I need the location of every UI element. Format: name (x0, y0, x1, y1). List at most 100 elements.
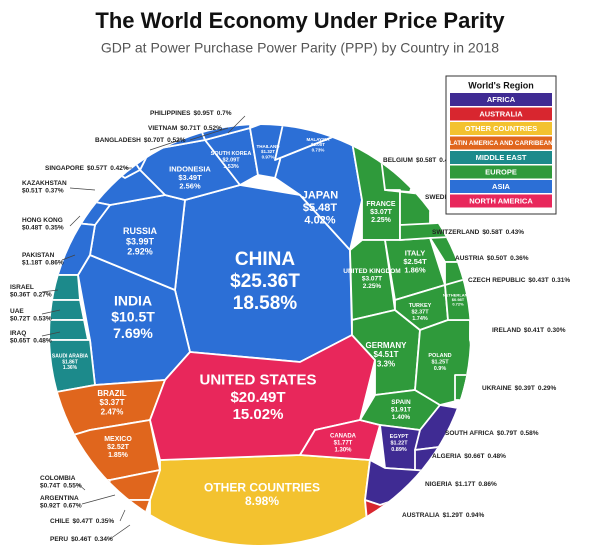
cell-gdp: $10.5T (111, 309, 155, 325)
country-cell (469, 319, 470, 341)
label-name: SWEDEN (425, 194, 454, 201)
legend-swatch (450, 122, 552, 135)
label-gdp: $0.58T (416, 157, 436, 164)
cell-name: OTHER COUNTRIES (204, 480, 320, 494)
label-gdp: $1.17T (455, 481, 475, 488)
country-label: HONG KONG $0.48T 0.35% (22, 217, 64, 232)
country-label: SINGAPORE $0.57T 0.42% (45, 165, 129, 172)
label-name: ARGENTINA (40, 495, 79, 502)
country-label: CHILE $0.47T 0.35% (50, 518, 114, 525)
label-share: 0.48% (33, 337, 52, 344)
title: The World Economy Under Price Parity (95, 8, 505, 33)
label-share: 0.29% (538, 385, 557, 392)
label-gdp: $0.36T (10, 291, 30, 298)
label-name: PAKISTAN (22, 252, 55, 259)
leader-line (41, 289, 59, 293)
legend-label: MIDDLE EAST (476, 153, 527, 162)
country-label: UAE $0.72T 0.53% (10, 308, 52, 323)
label-share: 0.86% (478, 481, 497, 488)
label-gdp: $0.51T (22, 187, 42, 194)
label-share: 0.67% (63, 502, 82, 509)
legend-label: EUROPE (485, 167, 517, 176)
legend: World's Region AFRICA AUSTRALIA OTHER COUN… (445, 75, 557, 215)
labels: OTHER COUNTRIES8.98%CHINA$25.36T18.58%IN… (10, 110, 570, 543)
cell-share: 1.86% (404, 266, 426, 275)
label-gdp: $0.47T (73, 518, 93, 525)
label-gdp: $0.74T (40, 482, 60, 489)
country-cell (384, 237, 446, 301)
label-share: 0.86% (45, 259, 64, 266)
label-gdp: $0.57T (87, 165, 107, 172)
label-share: 0.55% (63, 482, 82, 489)
cell-name: MEXICO (104, 436, 132, 443)
cell-gdp: $1.77T (334, 441, 353, 447)
cell-gdp: $2.37T (411, 309, 429, 315)
leader-line (41, 309, 61, 315)
cell-share: 7.69% (113, 325, 153, 341)
leader-line (69, 187, 96, 191)
cell-share: 0.73% (312, 147, 325, 152)
label-gdp: $0.71T (180, 125, 200, 132)
label-name: ISRAEL (10, 284, 34, 291)
label-gdp: $0.65T (10, 337, 30, 344)
cell-share: 18.58% (233, 293, 298, 314)
legend-swatch (450, 93, 552, 106)
cell-share: 4.02% (304, 215, 335, 227)
cell-gdp: $1.91T (391, 407, 411, 414)
label-name: ALGERIA (432, 453, 462, 460)
cell-share: 1.30% (334, 447, 352, 453)
cell-gdp: $20.49T (230, 389, 285, 406)
leader-line (61, 254, 76, 261)
cell-name: RUSSIA (123, 226, 158, 236)
label-name: UAE (10, 308, 24, 315)
label-name: BELGIUM (383, 157, 413, 164)
label-name: IRELAND (492, 327, 521, 334)
country-label: IRAQ $0.65T 0.48% (10, 330, 52, 345)
label-gdp: $0.72T (10, 315, 30, 322)
label-name: AUSTRIA (455, 255, 484, 262)
label-share: 0.37% (45, 187, 64, 194)
leader-line (119, 509, 126, 522)
country-cell (249, 125, 286, 179)
leader-line (41, 331, 61, 337)
cell-share: 0.89% (391, 447, 407, 453)
label-gdp: $1.29T (443, 512, 463, 519)
cell-share: 3.3% (377, 359, 395, 368)
country-label: ISRAEL $0.36T 0.27% (10, 284, 52, 299)
cell-share: 1.85% (108, 452, 129, 459)
country-label: AUSTRALIA $1.29T 0.94% (402, 512, 484, 519)
cell-name: MALAYSIA (306, 137, 330, 142)
legend-label: NORTH AMERICA (469, 196, 533, 205)
legend-swatch (450, 180, 552, 193)
country-label: BANGLADESH $0.70T 0.52% (95, 137, 186, 144)
cell-name: GERMANY (366, 341, 408, 350)
cell-name: EGYPT (390, 434, 409, 440)
label-share: 0.34% (94, 536, 113, 543)
label-name: HONG KONG (22, 217, 63, 224)
cell-gdp: $3.07T (362, 276, 382, 283)
label-gdp: $0.66T (464, 453, 484, 460)
cell-share: 2.92% (127, 247, 153, 257)
cell-name: SOUTH KOREA (211, 151, 252, 157)
cell-gdp: $5.48T (303, 202, 338, 214)
country-label: UKRAINE $0.39T 0.29% (482, 385, 557, 392)
cell-name: CANADA (330, 434, 357, 440)
cell-gdp: $3.49T (178, 173, 202, 182)
label-gdp: $0.92T (40, 502, 60, 509)
country-label: SOUTH AFRICA $0.79T 0.58% (445, 430, 539, 437)
leader-line (69, 215, 81, 227)
cell-name: JAPAN (302, 189, 339, 201)
cell-name: TURKEY (409, 303, 432, 309)
label-gdp: $0.70T (144, 137, 164, 144)
label-name: KAZAKHSTAN (22, 180, 67, 187)
cell-share: 2.56% (179, 182, 201, 191)
legend-label: LATIN AMERICA AND CARRIBEAN (449, 140, 553, 147)
cell-gdp: $25.36T (230, 271, 300, 292)
legend-label: AFRICA (487, 95, 516, 104)
leader-line (81, 494, 116, 505)
country-cell (299, 419, 381, 461)
cell-share: 1.53% (223, 164, 239, 170)
cell-share: 0.97% (262, 154, 275, 159)
legend-title: World's Region (468, 80, 533, 90)
cell-name: FRANCE (366, 201, 395, 208)
